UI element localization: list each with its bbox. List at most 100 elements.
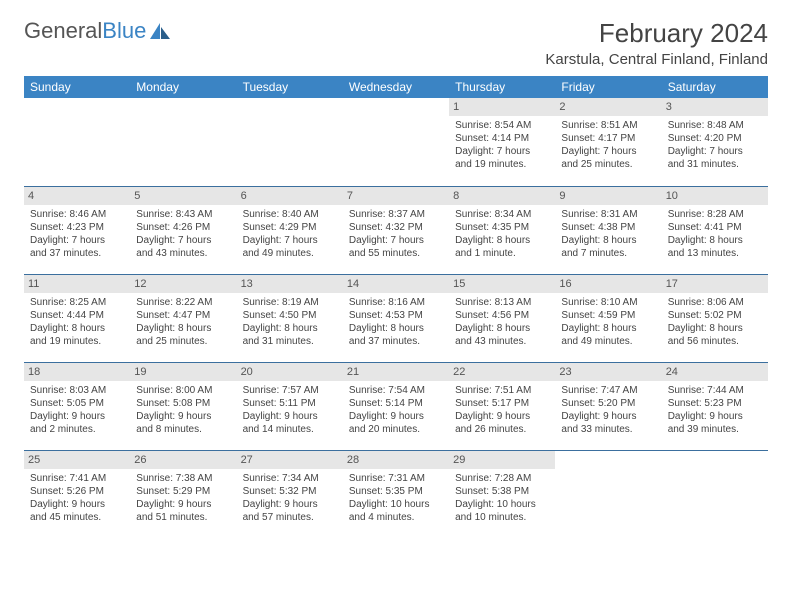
calendar-day-cell: 1Sunrise: 8:54 AMSunset: 4:14 PMDaylight… [449, 98, 555, 186]
calendar-day-cell: 13 Sunrise: 8:19 AMSunset: 4:50 PMDayligh… [237, 274, 343, 362]
day-number: 8 [449, 187, 555, 205]
calendar-week-row: 1Sunrise: 8:54 AMSunset: 4:14 PMDaylight… [24, 98, 768, 186]
sunset-text: Sunset: 4:50 PM [243, 309, 337, 322]
calendar-day-cell [24, 98, 130, 186]
sunset-text: Sunset: 4:38 PM [561, 221, 655, 234]
header: GeneralBlue February 2024 Karstula, Cent… [24, 18, 768, 68]
sunrise-text: Sunrise: 8:31 AM [561, 208, 655, 221]
day-number: 18 [24, 363, 130, 381]
brand-logo: GeneralBlue [24, 18, 172, 44]
calendar-day-cell: 24Sunrise: 7:44 AMSunset: 5:23 PMDayligh… [662, 362, 768, 450]
calendar-day-cell: 8 Sunrise: 8:34 AMSunset: 4:35 PMDaylight… [449, 186, 555, 274]
daylight-text: Daylight: 8 hours and 31 minutes. [243, 322, 337, 348]
calendar-day-cell [130, 98, 236, 186]
day-number: 22 [449, 363, 555, 381]
sunset-text: Sunset: 5:05 PM [30, 397, 124, 410]
calendar-day-cell: 26Sunrise: 7:38 AMSunset: 5:29 PMDayligh… [130, 450, 236, 538]
sunset-text: Sunset: 4:59 PM [561, 309, 655, 322]
sunrise-text: Sunrise: 8:37 AM [349, 208, 443, 221]
daylight-text: Daylight: 9 hours and 14 minutes. [243, 410, 337, 436]
daylight-text: Daylight: 9 hours and 26 minutes. [455, 410, 549, 436]
calendar-week-row: 25Sunrise: 7:41 AMSunset: 5:26 PMDayligh… [24, 450, 768, 538]
sunrise-text: Sunrise: 8:54 AM [455, 119, 549, 132]
day-number: 24 [662, 363, 768, 381]
sunset-text: Sunset: 4:53 PM [349, 309, 443, 322]
sunset-text: Sunset: 4:14 PM [455, 132, 549, 145]
sunrise-text: Sunrise: 8:10 AM [561, 296, 655, 309]
sunrise-text: Sunrise: 8:51 AM [561, 119, 655, 132]
sunrise-text: Sunrise: 7:47 AM [561, 384, 655, 397]
day-number: 13 [237, 275, 343, 293]
daylight-text: Daylight: 7 hours and 31 minutes. [668, 145, 762, 171]
daylight-text: Daylight: 7 hours and 37 minutes. [30, 234, 124, 260]
sunset-text: Sunset: 5:08 PM [136, 397, 230, 410]
day-number: 26 [130, 451, 236, 469]
day-number: 7 [343, 187, 449, 205]
sunrise-text: Sunrise: 7:28 AM [455, 472, 549, 485]
calendar-day-cell [343, 98, 449, 186]
daylight-text: Daylight: 9 hours and 20 minutes. [349, 410, 443, 436]
daylight-text: Daylight: 9 hours and 2 minutes. [30, 410, 124, 436]
sunset-text: Sunset: 4:47 PM [136, 309, 230, 322]
sunrise-text: Sunrise: 7:54 AM [349, 384, 443, 397]
calendar-day-cell [237, 98, 343, 186]
calendar-body: 1Sunrise: 8:54 AMSunset: 4:14 PMDaylight… [24, 98, 768, 538]
weekday-header: Sunday [24, 76, 130, 98]
sunrise-text: Sunrise: 7:31 AM [349, 472, 443, 485]
sunset-text: Sunset: 4:56 PM [455, 309, 549, 322]
calendar-day-cell: 5Sunrise: 8:43 AMSunset: 4:26 PMDaylight… [130, 186, 236, 274]
calendar-day-cell [555, 450, 661, 538]
sunrise-text: Sunrise: 8:34 AM [455, 208, 549, 221]
daylight-text: Daylight: 10 hours and 4 minutes. [349, 498, 443, 524]
calendar-header-row: SundayMondayTuesdayWednesdayThursdayFrid… [24, 76, 768, 98]
calendar-day-cell: 12Sunrise: 8:22 AMSunset: 4:47 PMDayligh… [130, 274, 236, 362]
sunset-text: Sunset: 4:29 PM [243, 221, 337, 234]
weekday-header: Wednesday [343, 76, 449, 98]
sunrise-text: Sunrise: 8:48 AM [668, 119, 762, 132]
sunset-text: Sunset: 5:32 PM [243, 485, 337, 498]
calendar-day-cell: 4Sunrise: 8:46 AMSunset: 4:23 PMDaylight… [24, 186, 130, 274]
weekday-header: Monday [130, 76, 236, 98]
daylight-text: Daylight: 8 hours and 13 minutes. [668, 234, 762, 260]
sunset-text: Sunset: 4:44 PM [30, 309, 124, 322]
sunrise-text: Sunrise: 8:25 AM [30, 296, 124, 309]
calendar-day-cell: 15Sunrise: 8:13 AMSunset: 4:56 PMDayligh… [449, 274, 555, 362]
daylight-text: Daylight: 8 hours and 19 minutes. [30, 322, 124, 348]
daylight-text: Daylight: 7 hours and 43 minutes. [136, 234, 230, 260]
calendar-day-cell: 22Sunrise: 7:51 AMSunset: 5:17 PMDayligh… [449, 362, 555, 450]
calendar-day-cell [662, 450, 768, 538]
sunrise-text: Sunrise: 8:16 AM [349, 296, 443, 309]
calendar-day-cell: 16Sunrise: 8:10 AMSunset: 4:59 PMDayligh… [555, 274, 661, 362]
sunset-text: Sunset: 5:02 PM [668, 309, 762, 322]
calendar-day-cell: 3Sunrise: 8:48 AMSunset: 4:20 PMDaylight… [662, 98, 768, 186]
daylight-text: Daylight: 9 hours and 57 minutes. [243, 498, 337, 524]
calendar-table: SundayMondayTuesdayWednesdayThursdayFrid… [24, 76, 768, 538]
sunrise-text: Sunrise: 7:44 AM [668, 384, 762, 397]
sunrise-text: Sunrise: 8:13 AM [455, 296, 549, 309]
calendar-day-cell: 11Sunrise: 8:25 AMSunset: 4:44 PMDayligh… [24, 274, 130, 362]
weekday-header: Saturday [662, 76, 768, 98]
sunrise-text: Sunrise: 8:46 AM [30, 208, 124, 221]
sunrise-text: Sunrise: 8:00 AM [136, 384, 230, 397]
daylight-text: Daylight: 8 hours and 43 minutes. [455, 322, 549, 348]
sunset-text: Sunset: 4:35 PM [455, 221, 549, 234]
day-number: 3 [662, 98, 768, 116]
sunrise-text: Sunrise: 7:41 AM [30, 472, 124, 485]
sunrise-text: Sunrise: 8:03 AM [30, 384, 124, 397]
day-number: 23 [555, 363, 661, 381]
daylight-text: Daylight: 7 hours and 19 minutes. [455, 145, 549, 171]
daylight-text: Daylight: 8 hours and 1 minute. [455, 234, 549, 260]
calendar-day-cell: 29Sunrise: 7:28 AMSunset: 5:38 PMDayligh… [449, 450, 555, 538]
day-number: 6 [237, 187, 343, 205]
sunset-text: Sunset: 4:41 PM [668, 221, 762, 234]
day-number: 2 [555, 98, 661, 116]
sunrise-text: Sunrise: 8:19 AM [243, 296, 337, 309]
sunrise-text: Sunrise: 8:40 AM [243, 208, 337, 221]
day-number: 14 [343, 275, 449, 293]
sunset-text: Sunset: 4:17 PM [561, 132, 655, 145]
calendar-day-cell: 27Sunrise: 7:34 AMSunset: 5:32 PMDayligh… [237, 450, 343, 538]
daylight-text: Daylight: 8 hours and 37 minutes. [349, 322, 443, 348]
sunset-text: Sunset: 5:23 PM [668, 397, 762, 410]
day-number: 27 [237, 451, 343, 469]
day-number: 10 [662, 187, 768, 205]
